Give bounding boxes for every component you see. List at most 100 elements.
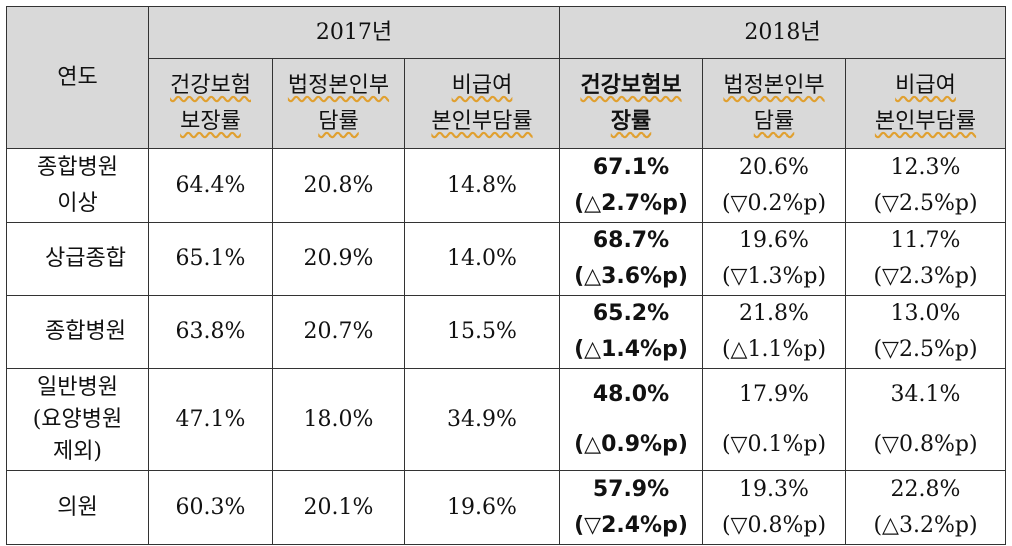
- cell-value: 65.2%: [592, 301, 670, 326]
- col-header-2018-statutory: 법정본인부 담률: [702, 58, 846, 149]
- cell-change: (△3.2%p): [873, 512, 978, 538]
- cell-2018-statutory: 21.8% (△1.1%p): [702, 295, 846, 369]
- cell-2017-statutory: 18.0%: [272, 368, 405, 471]
- cell-change: (▽2.4%p): [574, 512, 688, 538]
- cell-value: 21.8%: [739, 301, 809, 326]
- cell-2017-statutory: 20.9%: [272, 222, 405, 296]
- cell-2018-statutory: 17.9% (▽0.1%p): [702, 368, 846, 471]
- cell-change: (▽0.1%p): [721, 431, 827, 457]
- col-header-line1: 건강보험보: [580, 72, 682, 98]
- cell-2018-coverage: 57.9% (▽2.4%p): [559, 470, 703, 545]
- cell-2018-noncovered: 22.8% (△3.2%p): [845, 470, 1006, 545]
- cell-value: 48.0%: [592, 381, 670, 407]
- col-header-line1: 비급여: [451, 72, 513, 98]
- cell-2017-coverage: 64.4%: [148, 148, 273, 223]
- cell-value: 67.1%: [592, 154, 670, 180]
- col-header-line2: 담률: [318, 108, 359, 134]
- cell-2017-coverage: 47.1%: [148, 368, 273, 471]
- cell-value: 22.8%: [890, 476, 961, 502]
- cell-value: 11.7%: [890, 228, 961, 253]
- col-header-2017-noncovered: 비급여 본인부담률: [404, 58, 560, 149]
- col-header-line2: 장률: [610, 108, 652, 134]
- cell-2018-coverage: 67.1% (△2.7%p): [559, 148, 703, 223]
- table-row: 일반병원 (요양병원 제외) 47.1% 18.0% 34.9% 48.0% (…: [6, 368, 1006, 471]
- cell-2018-noncovered: 12.3% (▽2.5%p): [845, 148, 1006, 223]
- cell-value: 13.0%: [890, 301, 961, 326]
- year-header: 연도: [6, 6, 149, 149]
- table-row: 종합병원 이상 64.4% 20.8% 14.8% 67.1% (△2.7%p)…: [6, 148, 1006, 223]
- row-label-line1: 종합병원: [37, 154, 118, 180]
- spacer: [705, 413, 843, 427]
- row-label-line3: 제외): [52, 438, 103, 464]
- cell-2017-statutory: 20.8%: [272, 148, 405, 223]
- cell-value: 19.6%: [739, 228, 809, 253]
- table-row: 종합병원 63.8% 20.7% 15.5% 65.2% (△1.4%p) 21…: [6, 295, 1006, 369]
- cell-2018-noncovered: 13.0% (▽2.5%p): [845, 295, 1006, 369]
- col-header-2018-coverage: 건강보험보 장률: [559, 58, 703, 149]
- row-label: 의원: [6, 470, 149, 545]
- col-header-2017-coverage: 건강보험 보장률: [148, 58, 273, 149]
- cell-change: (▽2.5%p): [873, 337, 978, 362]
- cell-change: (▽2.3%p): [873, 264, 978, 289]
- col-header-line2: 보장률: [180, 108, 241, 134]
- cell-change: (▽0.2%p): [721, 190, 827, 216]
- table-row: 의원 60.3% 20.1% 19.6% 57.9% (▽2.4%p) 19.3…: [6, 470, 1006, 545]
- row-label-line1: 일반병원: [37, 374, 118, 400]
- col-header-2017-statutory: 법정본인부 담률: [272, 58, 405, 149]
- row-label-line2: (요양병원: [32, 406, 123, 432]
- cell-value: 17.9%: [739, 381, 809, 407]
- cell-2017-noncovered: 19.6%: [404, 470, 560, 545]
- cell-change: (△3.6%p): [574, 264, 688, 289]
- cell-2018-coverage: 65.2% (△1.4%p): [559, 295, 703, 369]
- cell-change: (▽0.8%p): [873, 431, 978, 457]
- row-label: 종합병원 이상: [6, 148, 149, 223]
- cell-value: 34.1%: [890, 381, 961, 407]
- spacer: [562, 413, 700, 427]
- cell-change: (▽2.5%p): [873, 190, 978, 216]
- cell-2018-statutory: 19.6% (▽1.3%p): [702, 222, 846, 296]
- cell-value: 57.9%: [592, 476, 670, 502]
- cell-change: (△1.1%p): [721, 337, 827, 362]
- row-label-line1: 상급종합: [45, 246, 126, 271]
- cell-2017-noncovered: 34.9%: [404, 368, 560, 471]
- cell-2018-coverage: 68.7% (△3.6%p): [559, 222, 703, 296]
- col-header-line1: 건강보험: [170, 72, 251, 98]
- cell-2017-noncovered: 14.0%: [404, 222, 560, 296]
- row-label-line1: 의원: [57, 494, 98, 520]
- cell-change: (△0.9%p): [574, 431, 688, 457]
- col-header-line1: 법정본인부: [287, 72, 390, 98]
- cell-2017-noncovered: 14.8%: [404, 148, 560, 223]
- cell-change: (△1.4%p): [574, 337, 688, 362]
- cell-2017-coverage: 60.3%: [148, 470, 273, 545]
- col-header-line1: 비급여: [895, 72, 956, 98]
- cell-value: 20.6%: [739, 154, 809, 180]
- cell-2017-coverage: 63.8%: [148, 295, 273, 369]
- group-header-2018: 2018년: [559, 6, 1006, 59]
- table-row: 상급종합 65.1% 20.9% 14.0% 68.7% (△3.6%p) 19…: [6, 222, 1006, 296]
- cell-2018-coverage: 48.0% (△0.9%p): [559, 368, 703, 471]
- col-header-line2: 본인부담률: [874, 108, 977, 134]
- cell-2018-statutory: 20.6% (▽0.2%p): [702, 148, 846, 223]
- row-label: 일반병원 (요양병원 제외): [6, 368, 149, 471]
- coverage-rate-table: 연도 2017년 2018년 건강보험 보장률 법정본인부 담률 비급여 본인부…: [6, 6, 1006, 545]
- cell-2018-statutory: 19.3% (▽0.8%p): [702, 470, 846, 545]
- cell-change: (▽0.8%p): [721, 512, 827, 538]
- cell-2017-noncovered: 15.5%: [404, 295, 560, 369]
- cell-value: 12.3%: [890, 154, 961, 180]
- col-header-line2: 담률: [753, 108, 795, 134]
- row-label: 상급종합: [6, 222, 149, 296]
- col-header-line1: 법정본인부: [723, 72, 825, 98]
- cell-change: (△2.7%p): [574, 190, 688, 216]
- cell-2018-noncovered: 11.7% (▽2.3%p): [845, 222, 1006, 296]
- row-label-line1: 종합병원: [45, 319, 126, 344]
- group-header-2017: 2017년: [148, 6, 560, 59]
- cell-2018-noncovered: 34.1% (▽0.8%p): [845, 368, 1006, 471]
- cell-2017-coverage: 65.1%: [148, 222, 273, 296]
- col-header-line2: 본인부담률: [431, 108, 533, 134]
- cell-value: 68.7%: [592, 228, 670, 253]
- col-header-2018-noncovered: 비급여 본인부담률: [845, 58, 1006, 149]
- row-label-line2: 이상: [57, 190, 98, 216]
- cell-2017-statutory: 20.7%: [272, 295, 405, 369]
- cell-value: 19.3%: [739, 476, 809, 502]
